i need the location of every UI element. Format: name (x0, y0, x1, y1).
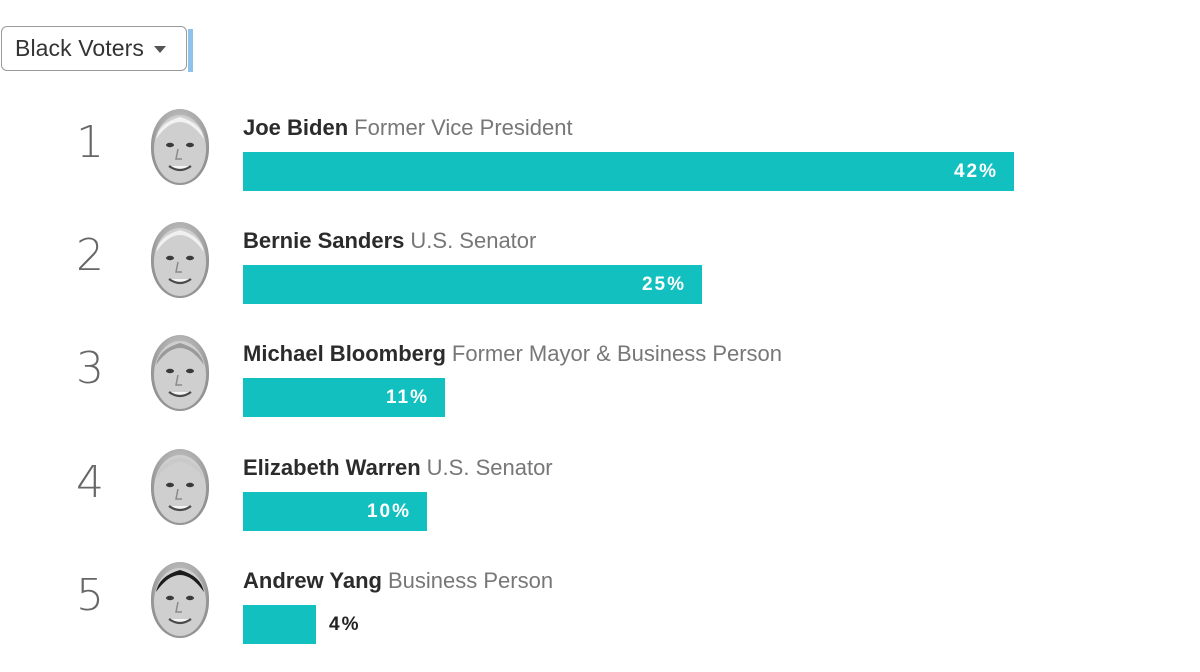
candidate-title: Former Vice President (354, 115, 573, 140)
candidate-name: Andrew Yang (243, 568, 382, 593)
percentage-bar: 10% (243, 492, 427, 531)
voter-group-filter: Black Voters (1, 26, 187, 71)
candidate-title: U.S. Senator (426, 455, 553, 480)
percentage-bar: 42% (243, 152, 1014, 191)
candidate-heading: Joe Biden Former Vice President (243, 115, 573, 141)
candidate-title: Former Mayor & Business Person (451, 341, 783, 366)
candidate-title: U.S. Senator (410, 228, 537, 253)
percentage-label: 25% (641, 274, 686, 295)
candidate-name: Michael Bloomberg (243, 341, 446, 366)
candidate-row: 1 Joe Biden Former Vice President 42% (0, 109, 1200, 219)
percentage-label: 11% (386, 387, 429, 408)
rank-number: 5 (76, 570, 104, 621)
candidate-heading: Michael Bloomberg Former Mayor & Business… (243, 341, 782, 367)
chevron-down-icon (154, 46, 167, 53)
rank-number: 3 (76, 343, 104, 394)
rank-number: 2 (76, 230, 104, 281)
avatar (151, 449, 209, 525)
candidate-title: Business Person (387, 568, 554, 593)
candidate-heading: Andrew Yang Business Person (243, 568, 553, 594)
percentage-label: 42% (953, 161, 998, 182)
candidate-name: Joe Biden (243, 115, 349, 140)
rank-number: 4 (76, 457, 104, 508)
candidate-row: 4 Elizabeth Warren U.S. Senator 10% (0, 449, 1200, 559)
percentage-bar (243, 605, 316, 644)
percentage-label: 4% (329, 614, 361, 635)
candidate-row: 5 Andrew Yang Business Person 4% (0, 562, 1200, 672)
candidate-name: Elizabeth Warren (243, 455, 421, 480)
rank-number: 1 (76, 117, 104, 168)
dropdown-selected-value: Black Voters (15, 35, 145, 61)
focus-indicator (188, 29, 193, 72)
candidate-name: Bernie Sanders (243, 228, 405, 253)
avatar (151, 109, 209, 185)
candidate-row: 2 Bernie Sanders U.S. Senator 25% (0, 222, 1200, 332)
candidate-heading: Elizabeth Warren U.S. Senator (243, 455, 553, 481)
avatar (151, 222, 209, 298)
percentage-bar: 11% (243, 378, 445, 417)
percentage-bar: 25% (243, 265, 702, 304)
percentage-label: 10% (366, 501, 411, 522)
voter-group-dropdown[interactable]: Black Voters (1, 26, 187, 71)
candidate-row: 3 Michael Bloomberg Former Mayor & Busine… (0, 335, 1200, 445)
candidate-heading: Bernie Sanders U.S. Senator (243, 228, 536, 254)
avatar (151, 562, 209, 638)
avatar (151, 335, 209, 411)
